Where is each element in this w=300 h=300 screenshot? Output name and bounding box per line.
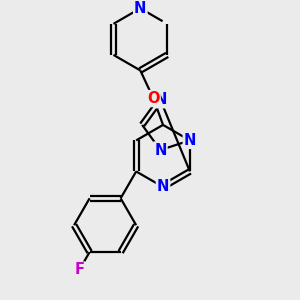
- Text: N: N: [154, 142, 167, 158]
- Text: F: F: [74, 262, 84, 278]
- Text: N: N: [157, 179, 169, 194]
- Text: O: O: [147, 91, 160, 106]
- Text: N: N: [134, 1, 146, 16]
- Text: N: N: [154, 92, 167, 107]
- Text: N: N: [184, 133, 196, 148]
